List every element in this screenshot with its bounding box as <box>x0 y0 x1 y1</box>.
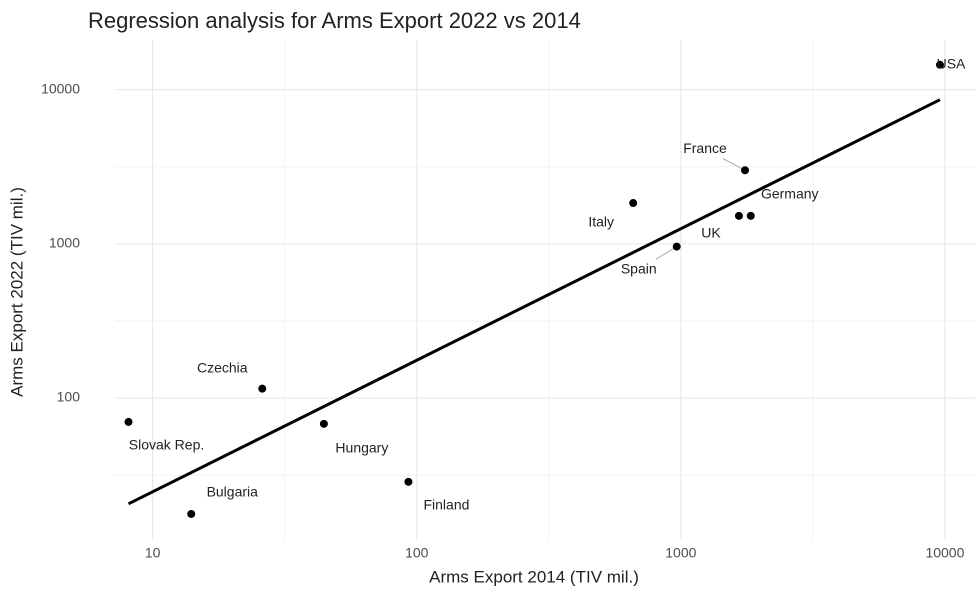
point-label: Spain <box>621 260 657 276</box>
point <box>319 419 328 428</box>
point <box>124 417 133 426</box>
point-label: Bulgaria <box>207 484 259 500</box>
x-tick-label: 1000 <box>665 545 696 561</box>
point-label: Hungary <box>335 440 388 456</box>
point-label: Slovak Rep. <box>129 437 204 453</box>
point-label: Italy <box>588 214 614 230</box>
label-leader <box>722 158 746 171</box>
label-leader <box>655 246 678 260</box>
x-tick-label: 10 <box>145 545 161 561</box>
x-axis-label: Arms Export 2014 (TIV mil.) <box>429 567 639 586</box>
point <box>672 242 681 251</box>
x-tick-label: 100 <box>405 545 429 561</box>
point-label: Germany <box>761 186 819 202</box>
y-tick-label: 100 <box>57 389 81 405</box>
point <box>746 211 755 220</box>
point-label: USA <box>937 56 966 72</box>
y-tick-label: 1000 <box>49 235 80 251</box>
y-axis-label: Arms Export 2022 (TIV mil.) <box>7 187 26 397</box>
point <box>734 211 743 220</box>
regression-line <box>127 98 941 506</box>
y-tick-label: 10000 <box>41 80 80 96</box>
point-label: Finland <box>423 497 469 513</box>
point <box>258 384 267 393</box>
point-label: France <box>683 140 727 156</box>
point <box>187 509 196 518</box>
point <box>629 199 638 208</box>
point <box>935 60 944 69</box>
point-label: Czechia <box>197 359 248 375</box>
point <box>404 477 413 486</box>
point <box>741 166 750 175</box>
point-label: UK <box>701 225 721 241</box>
chart-title: Regression analysis for Arms Export 2022… <box>88 8 581 33</box>
x-tick-label: 10000 <box>925 545 964 561</box>
